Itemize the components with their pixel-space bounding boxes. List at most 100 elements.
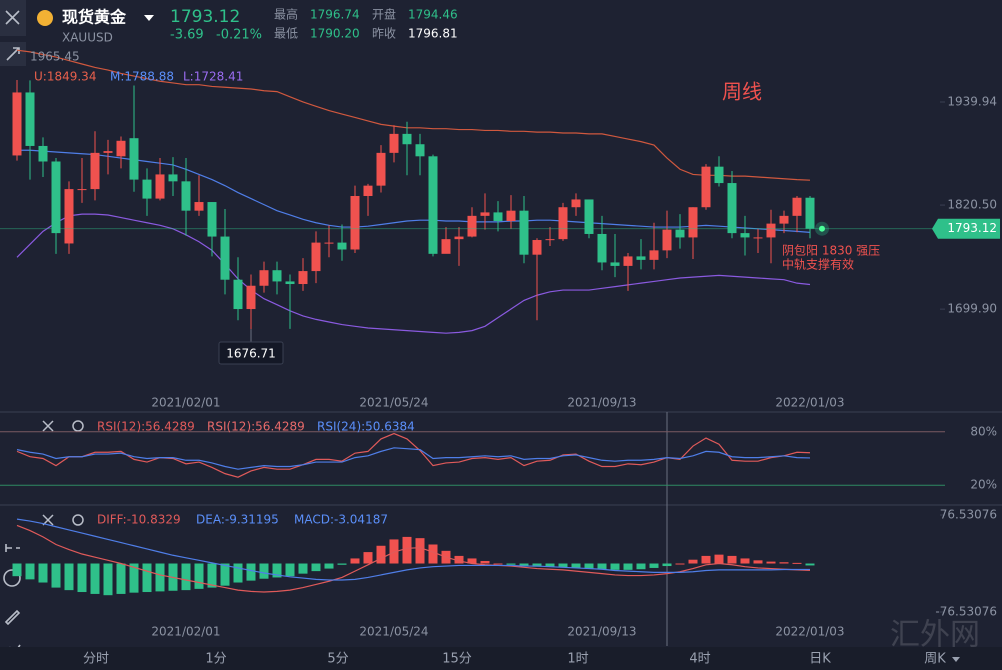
x-tick-label: 2021/05/24 — [359, 625, 428, 639]
macd-bar — [558, 563, 568, 568]
stat-label: 昨收 — [372, 27, 396, 41]
candle-body — [506, 210, 516, 222]
macd-bar — [233, 563, 243, 583]
indicator-line — [16, 49, 811, 181]
timeframe-tab[interactable]: 4时 — [689, 652, 710, 667]
candle-body — [311, 242, 321, 272]
timeframe-tab[interactable]: 分时 — [83, 652, 109, 667]
settings-indicator[interactable] — [72, 420, 84, 432]
macd-bar — [181, 563, 191, 591]
candle-body — [415, 144, 425, 157]
macd-bar — [103, 563, 113, 596]
candle-body — [480, 212, 490, 216]
macd-bar — [376, 545, 386, 564]
low-label-box — [218, 341, 284, 365]
draw-icon[interactable] — [6, 47, 20, 61]
name-dropdown[interactable] — [144, 15, 154, 21]
candle-body — [727, 183, 737, 234]
macd-bar — [623, 563, 633, 570]
macd-bar — [792, 562, 802, 564]
candle-body — [142, 179, 152, 199]
timeframe-tab[interactable]: 1时 — [567, 652, 588, 667]
macd-bar — [194, 563, 204, 589]
settings-indicator[interactable] — [72, 514, 84, 526]
candle-body — [779, 215, 789, 224]
timeframe-tab[interactable]: 周K — [924, 652, 946, 667]
chart-title: 周线 — [722, 80, 762, 104]
candle-body — [207, 202, 217, 237]
macd-bar — [753, 560, 763, 564]
macd-bar — [142, 563, 152, 593]
candle-body — [792, 197, 802, 216]
macd-bar — [428, 544, 438, 564]
timeframe-tab[interactable]: 日K — [809, 652, 831, 667]
price-tag-label: 1793.12 — [947, 221, 997, 235]
candle-body — [337, 242, 347, 250]
macd-bar — [714, 554, 724, 564]
candle-body — [662, 229, 672, 251]
tab-bar — [0, 647, 1002, 670]
legend-entry: U:1849.34 — [34, 70, 96, 84]
candle-body — [168, 174, 178, 182]
x-tick-label: 2022/01/03 — [775, 625, 844, 639]
macd-bar — [805, 563, 815, 566]
candle-body — [259, 270, 269, 286]
tab-dropdown[interactable] — [952, 657, 960, 662]
macd-bar — [597, 563, 607, 570]
price-tag — [932, 218, 1000, 239]
close-indicator[interactable] — [42, 420, 54, 432]
timeframe-tab[interactable]: 5分 — [327, 652, 348, 667]
macd-bar — [64, 563, 74, 591]
candle-body — [467, 215, 477, 237]
macd-bar — [363, 552, 373, 564]
gold-icon — [37, 10, 53, 26]
candle-body — [181, 181, 191, 211]
macd-bar — [12, 563, 22, 577]
candle-body — [233, 279, 243, 310]
x-tick-label: 2021/02/01 — [151, 625, 220, 639]
candle-body — [805, 197, 815, 229]
symbol: XAUUSD — [62, 31, 113, 45]
indicator-line — [16, 432, 811, 478]
pen-icon[interactable] — [4, 609, 21, 626]
macd-bar — [298, 563, 308, 574]
x-tick-label: 2021/09/13 — [567, 625, 636, 639]
instrument-name[interactable]: 现货黄金 — [62, 8, 127, 27]
annotation: 阴包阳 1830 强压 — [782, 244, 880, 258]
x-tick-label: 2021/02/01 — [151, 396, 220, 410]
candle-body — [363, 185, 373, 197]
candle-body — [298, 271, 308, 285]
candle-body — [90, 152, 100, 190]
candle-body — [272, 270, 282, 282]
legend-entry: RSI(12):56.4289 — [207, 420, 305, 434]
candle-body — [584, 199, 594, 234]
ruler-icon[interactable] — [5, 544, 20, 552]
close-indicator[interactable] — [42, 514, 54, 526]
macd-bar — [493, 563, 503, 565]
candle-body — [25, 92, 35, 146]
candle-body — [324, 242, 334, 244]
fib-icon[interactable] — [3, 569, 21, 587]
y-tick-label: -76.53076 — [935, 605, 997, 619]
macd-bar — [51, 563, 61, 588]
change: -3.69 — [170, 28, 204, 43]
candle-body — [688, 207, 698, 238]
candle-body — [350, 196, 360, 250]
candle-body — [545, 239, 555, 241]
candle-body — [285, 281, 295, 285]
close-icon[interactable] — [5, 10, 20, 25]
y-tick-label: 80% — [970, 424, 997, 438]
macd-bar — [545, 563, 555, 567]
indicator-line — [16, 518, 811, 581]
timeframe-tab[interactable]: 15分 — [442, 652, 472, 667]
macd-bar — [246, 563, 256, 581]
timeframe-tab[interactable]: 1分 — [205, 652, 226, 667]
y-tick-label: 1939.94 — [947, 95, 997, 109]
legend-entry: DEA:-9.31195 — [196, 513, 279, 527]
macd-bar — [116, 563, 126, 594]
macd-bar — [688, 559, 698, 564]
candle-body — [38, 145, 48, 162]
y-tick-label: 1820.50 — [947, 198, 997, 212]
y-tick-label: 20% — [970, 478, 997, 492]
